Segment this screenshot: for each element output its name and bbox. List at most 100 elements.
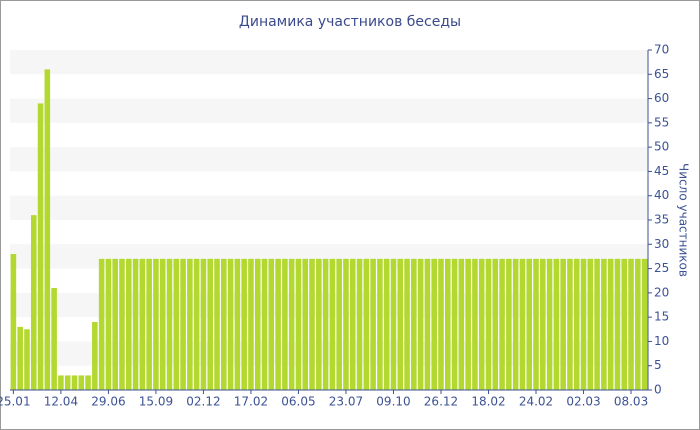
x-tick-label: 26.12 [424, 395, 458, 409]
bar [499, 258, 505, 390]
bar [580, 258, 587, 390]
bar [343, 258, 349, 390]
bar [383, 258, 390, 390]
bar [363, 258, 370, 390]
bar [336, 258, 342, 390]
bar [275, 258, 281, 390]
bar [37, 103, 44, 390]
bar [261, 258, 268, 390]
bar [295, 258, 302, 390]
bar [553, 258, 560, 390]
x-tick-label: 06.05 [281, 395, 315, 409]
bar [594, 258, 600, 390]
x-tick-label: 23.07 [329, 395, 363, 409]
bar [254, 258, 261, 390]
y-tick-label: 40 [654, 188, 669, 202]
bar [166, 258, 173, 390]
bar [573, 258, 580, 390]
y-axis-label: Число участников [677, 163, 691, 277]
x-tick-label: 24.02 [519, 395, 553, 409]
bar [24, 329, 30, 390]
bar [207, 258, 214, 390]
y-tick-label: 0 [654, 383, 662, 397]
y-tick-label: 35 [654, 213, 669, 227]
bar [546, 258, 553, 390]
bar [288, 258, 295, 390]
bar [560, 258, 566, 390]
bar [506, 258, 512, 390]
y-tick-label: 45 [654, 164, 669, 178]
y-tick-label: 65 [654, 67, 669, 81]
bar [64, 375, 71, 390]
bar [221, 258, 227, 390]
bar [268, 258, 275, 390]
bar [58, 375, 64, 390]
bar [370, 258, 376, 390]
y-tick-label: 5 [654, 358, 662, 372]
bar [146, 258, 152, 390]
x-tick-label: 29.06 [91, 395, 125, 409]
bar [200, 258, 207, 390]
bar [139, 258, 146, 390]
bar [241, 258, 247, 390]
bar [193, 258, 200, 390]
bar [485, 258, 492, 390]
bar [377, 258, 383, 390]
bar [105, 258, 112, 390]
y-tick-label: 15 [654, 310, 669, 324]
bar [621, 258, 628, 390]
bar [349, 258, 356, 390]
bar [431, 258, 437, 390]
bar [234, 258, 241, 390]
bar [614, 258, 621, 390]
bar [587, 258, 594, 390]
bar [526, 258, 533, 390]
bar [98, 258, 105, 390]
bar [17, 326, 23, 390]
bar [329, 258, 336, 390]
y-tick-label: 60 [654, 91, 669, 105]
bar [411, 258, 417, 390]
x-tick-label: 08.03 [614, 395, 648, 409]
bar [248, 258, 254, 390]
bar [173, 258, 180, 390]
bar [180, 258, 186, 390]
chart-title: Динамика участников беседы [239, 14, 461, 30]
y-tick-label: 25 [654, 261, 669, 275]
bar [424, 258, 431, 390]
bar [119, 258, 125, 390]
x-tick-label: 02.12 [186, 395, 220, 409]
x-tick-label: 18.02 [471, 395, 505, 409]
bar [451, 258, 458, 390]
y-tick-label: 50 [654, 140, 669, 154]
bar [404, 258, 410, 390]
bar [356, 258, 363, 390]
bar [472, 258, 478, 390]
bar [519, 258, 526, 390]
bar [125, 258, 132, 390]
x-tick-label: 25.01 [0, 395, 31, 409]
y-tick-label: 10 [654, 334, 669, 348]
bar [309, 258, 315, 390]
grid-band [10, 98, 648, 123]
bar [187, 258, 193, 390]
bar [316, 258, 322, 390]
bar [44, 69, 51, 390]
bar [458, 258, 465, 390]
bar [417, 258, 424, 390]
bar [390, 258, 397, 390]
bar [512, 258, 519, 390]
bar [153, 258, 159, 390]
bar [85, 375, 91, 390]
bar [635, 258, 641, 390]
bar [478, 258, 485, 390]
bar [444, 258, 451, 390]
y-tick-label: 30 [654, 237, 669, 251]
y-tick-label: 20 [654, 285, 669, 299]
bar [227, 258, 234, 390]
bar [492, 258, 499, 390]
x-tick-label: 15.09 [139, 395, 173, 409]
x-tick-label: 17.02 [234, 395, 268, 409]
x-tick-label: 09.10 [376, 395, 410, 409]
